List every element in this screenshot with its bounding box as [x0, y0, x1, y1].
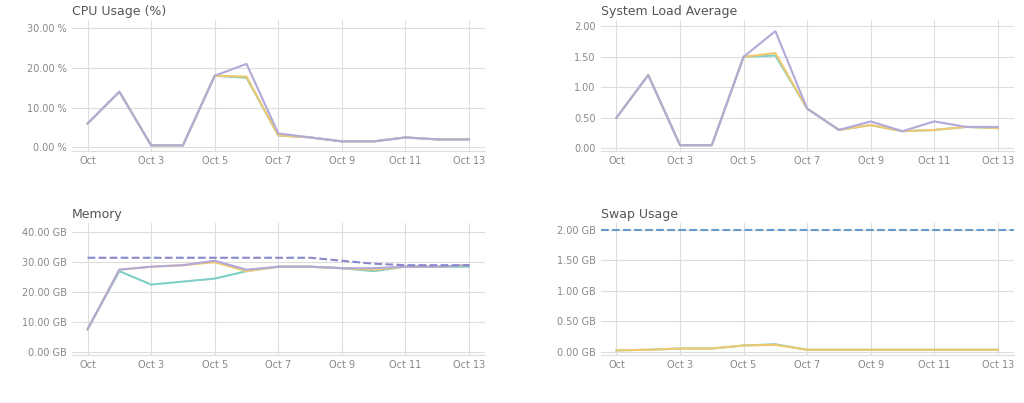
Text: Memory: Memory [72, 208, 123, 221]
Text: Swap Usage: Swap Usage [600, 208, 678, 221]
Text: System Load Average: System Load Average [600, 4, 737, 18]
Text: CPU Usage (%): CPU Usage (%) [72, 4, 166, 18]
